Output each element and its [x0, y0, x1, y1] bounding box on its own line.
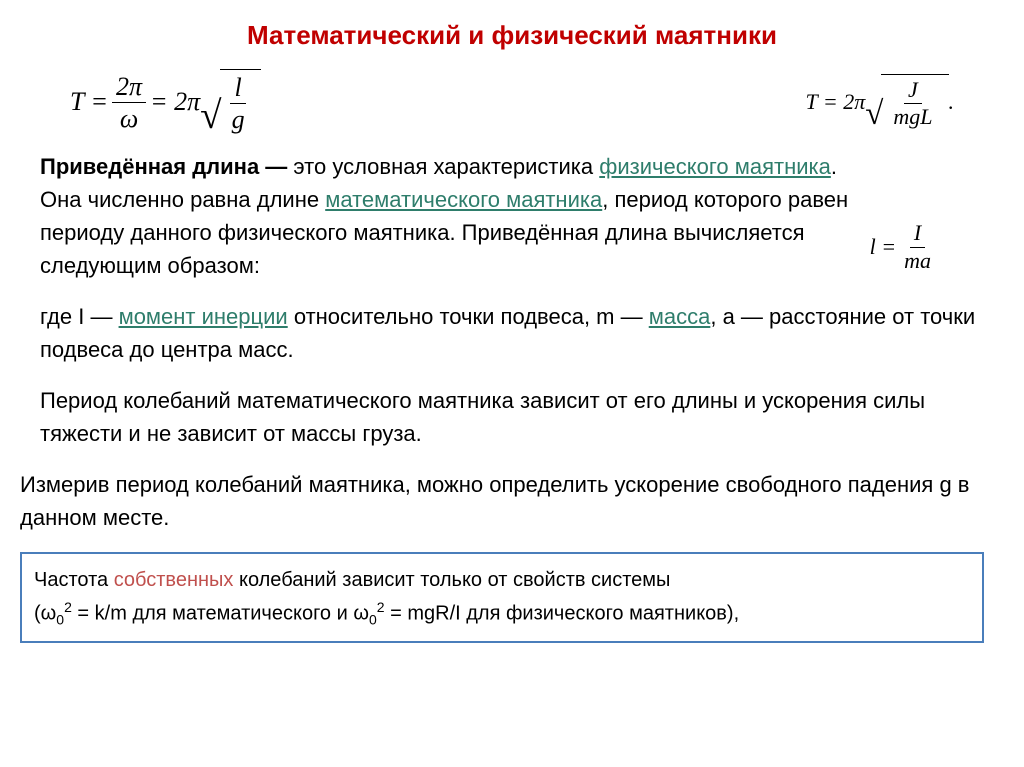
page-title: Математический и физический маятники: [40, 20, 984, 51]
para-where: где I — момент инерции относительно точк…: [40, 300, 984, 366]
boxed-natural-freq: Частота собственных колебаний зависит то…: [20, 552, 984, 643]
para-period-depends: Период колебаний математического маятник…: [40, 384, 984, 450]
formula-phys-pendulum: T = 2π√JmgL.: [806, 74, 954, 131]
formula-math-pendulum: T =2πω= 2π√lg: [70, 69, 261, 135]
para-measure-g: Измерив период колебаний маятника, можно…: [20, 468, 984, 534]
formula-row: T =2πω= 2π√lg T = 2π√JmgL.: [40, 69, 984, 150]
formula-reduced-length: l =Ima: [870, 220, 939, 274]
para-reduced-length: Приведённая длина — это условная характе…: [40, 150, 870, 282]
